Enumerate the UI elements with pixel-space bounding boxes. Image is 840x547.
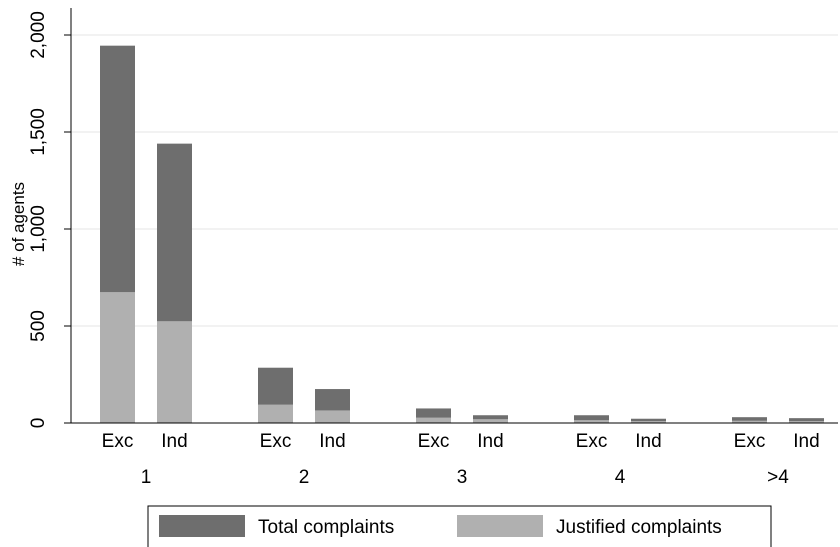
bar-total	[789, 418, 824, 423]
x-subcategory-label: Exc	[576, 431, 608, 452]
bar-justified	[789, 421, 824, 423]
x-group-label: >4	[767, 467, 789, 488]
x-subcategory-label: Exc	[260, 431, 292, 452]
bar-justified	[574, 420, 609, 423]
y-tick-label: 1,000	[28, 205, 49, 253]
bar-total	[574, 415, 609, 423]
legend-swatch-justified	[457, 515, 543, 537]
y-tick-label: 500	[28, 310, 49, 342]
bar-justified	[631, 421, 666, 423]
x-group-label: 4	[615, 467, 626, 488]
bar-justified	[473, 419, 508, 423]
y-tick-label: 2,000	[28, 11, 49, 59]
legend-swatch-total	[159, 515, 245, 537]
x-group-label: 2	[299, 467, 310, 488]
x-subcategory-label: Ind	[793, 431, 819, 452]
bar-justified	[157, 321, 192, 423]
x-subcategory-label: Exc	[102, 431, 134, 452]
bar-justified	[315, 410, 350, 423]
x-subcategory-label: Exc	[734, 431, 766, 452]
legend-label-justified: Justified complaints	[556, 517, 722, 538]
x-subcategory-label: Ind	[161, 431, 187, 452]
bar-justified	[416, 417, 451, 423]
axes	[64, 8, 838, 424]
x-group-label: 1	[141, 467, 152, 488]
bar-total	[732, 417, 767, 423]
gridlines	[71, 34, 838, 327]
bars	[100, 45, 824, 424]
tick-labels: 0 500 1,000 1,500 2,000 Exc Ind 1 Exc Ind 2 Exc Ind 3…	[28, 11, 820, 488]
y-tick-label: 0	[28, 418, 49, 429]
x-group-label: 3	[457, 467, 468, 488]
y-tick-label: 1,500	[28, 108, 49, 156]
x-subcategory-label: Ind	[477, 431, 503, 452]
y-axis-title: # of agents	[9, 182, 28, 266]
bar-justified	[732, 420, 767, 423]
bar-justified	[100, 292, 135, 423]
bar-total	[631, 418, 666, 423]
x-subcategory-label: Ind	[319, 431, 345, 452]
bar-justified	[258, 404, 293, 423]
legend: Total complaints Justified complaints	[147, 505, 772, 547]
x-subcategory-label: Exc	[418, 431, 450, 452]
x-subcategory-label: Ind	[635, 431, 661, 452]
legend-label-total: Total complaints	[258, 517, 394, 538]
